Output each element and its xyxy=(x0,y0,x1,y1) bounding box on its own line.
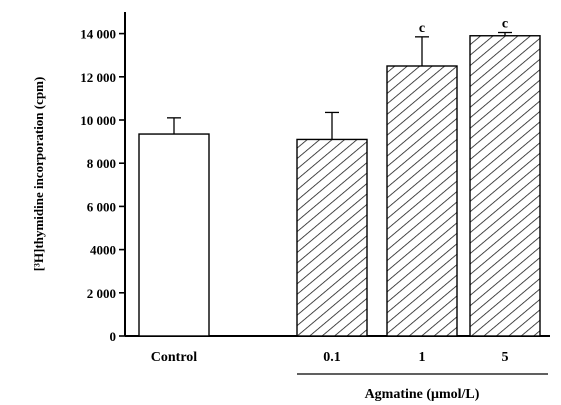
y-tick-label: 0 xyxy=(110,329,117,344)
x-tick-label: 0.1 xyxy=(323,350,341,365)
x-tick-labels: Control 0.1 1 5 xyxy=(151,350,509,365)
y-tick-label: 12 000 xyxy=(80,70,116,85)
bar-0-1 xyxy=(296,138,368,337)
plot-area: 0 2 000 4000 6 000 8 000 10 000 12 000 14 000 c… xyxy=(80,12,550,365)
x-tick-label: 5 xyxy=(502,350,509,365)
y-ticks: 0 2 000 4000 6 000 8 000 10 000 12 000 14 000 xyxy=(80,27,125,344)
y-tick-label: 2 000 xyxy=(87,286,116,301)
x-tick-label: 1 xyxy=(419,350,426,365)
significance-annotation: c xyxy=(502,17,508,32)
bar-control xyxy=(138,133,210,337)
y-tick-label: 14 000 xyxy=(80,27,116,42)
bar-1 xyxy=(386,65,458,337)
significance-annotation: c xyxy=(419,21,425,36)
bar-5 xyxy=(469,35,541,337)
x-axis-label: Agmatine (μmol/L) xyxy=(365,387,480,402)
y-axis-label: [³H]thymidine incorporation (cpm) xyxy=(31,77,46,272)
y-tick-label: 6 000 xyxy=(87,199,116,214)
y-tick-label: 8 000 xyxy=(87,156,116,171)
y-tick-label: 10 000 xyxy=(80,113,116,128)
y-tick-label: 4000 xyxy=(90,243,116,258)
x-tick-label: Control xyxy=(151,350,198,365)
